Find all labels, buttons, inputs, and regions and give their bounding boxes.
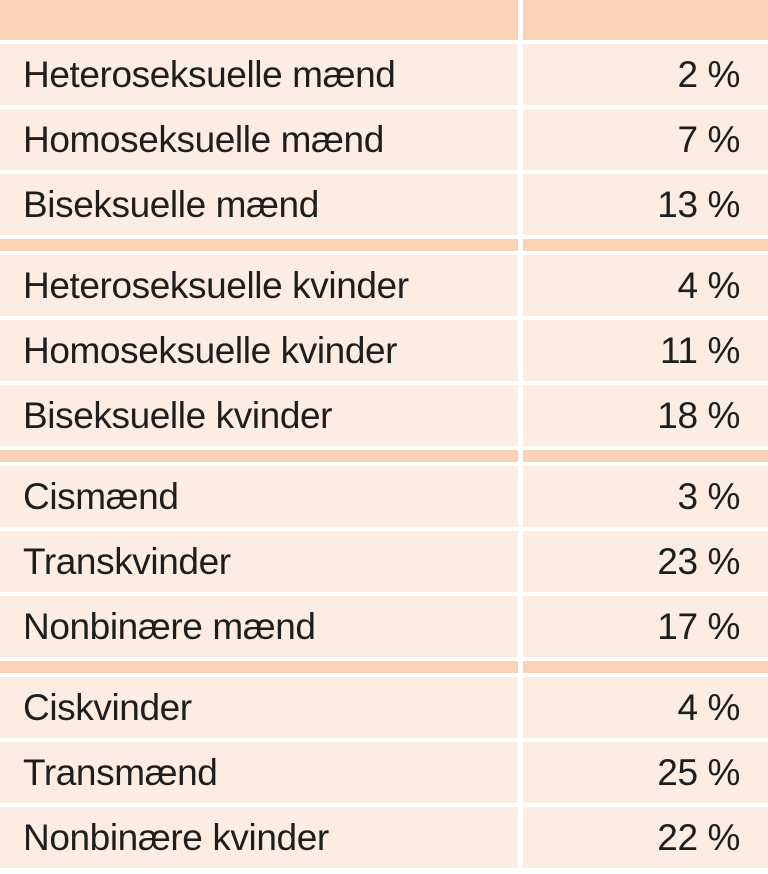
row-label: Homoseksuelle kvinder — [0, 320, 523, 381]
row-label: Transmænd — [0, 742, 523, 803]
row-label: Heteroseksuelle mænd — [0, 44, 523, 105]
row-value: 23 % — [657, 540, 740, 582]
row-label: Cismænd — [0, 466, 523, 527]
row-value: 25 % — [657, 751, 740, 793]
table-row: Nonbinære mænd 17 % — [0, 596, 768, 657]
row-label: Ciskvinder — [0, 677, 523, 738]
header-value-cell — [523, 0, 768, 40]
separator-label-cell — [0, 239, 523, 251]
table-row: Ciskvinder 4 % — [0, 677, 768, 738]
separator-value-cell — [523, 239, 768, 251]
table-row: Nonbinære kvinder 22 % — [0, 807, 768, 868]
separator-value-cell — [523, 661, 768, 673]
row-value: 13 % — [657, 183, 740, 225]
table-row: Homoseksuelle kvinder 11 % — [0, 320, 768, 381]
table-row: Heteroseksuelle kvinder 4 % — [0, 255, 768, 316]
header-label-cell — [0, 0, 523, 40]
row-label: Nonbinære kvinder — [0, 807, 523, 868]
row-value: 3 % — [677, 475, 740, 517]
separator-label-cell — [0, 450, 523, 462]
table-row: Homoseksuelle mænd 7 % — [0, 109, 768, 170]
group-separator — [0, 239, 768, 251]
group-separator — [0, 661, 768, 673]
separator-label-cell — [0, 661, 523, 673]
row-label: Homoseksuelle mænd — [0, 109, 523, 170]
group-separator — [0, 450, 768, 462]
table-row: Biseksuelle mænd 13 % — [0, 174, 768, 235]
row-value: 17 % — [657, 605, 740, 647]
row-value: 4 % — [677, 686, 740, 728]
row-label: Biseksuelle mænd — [0, 174, 523, 235]
row-value: 22 % — [657, 816, 740, 858]
row-label: Transkvinder — [0, 531, 523, 592]
separator-value-cell — [523, 450, 768, 462]
table-row: Transkvinder 23 % — [0, 531, 768, 592]
table-row: Transmænd 25 % — [0, 742, 768, 803]
table-row: Cismænd 3 % — [0, 466, 768, 527]
row-value: 7 % — [677, 118, 740, 160]
table-header-row — [0, 0, 768, 40]
row-value: 4 % — [677, 264, 740, 306]
table-row: Biseksuelle kvinder 18 % — [0, 385, 768, 446]
row-label: Heteroseksuelle kvinder — [0, 255, 523, 316]
row-value: 2 % — [677, 53, 740, 95]
table-row: Heteroseksuelle mænd 2 % — [0, 44, 768, 105]
row-label: Nonbinære mænd — [0, 596, 523, 657]
row-value: 11 % — [660, 329, 740, 371]
row-label: Biseksuelle kvinder — [0, 385, 523, 446]
row-value: 18 % — [657, 394, 740, 436]
